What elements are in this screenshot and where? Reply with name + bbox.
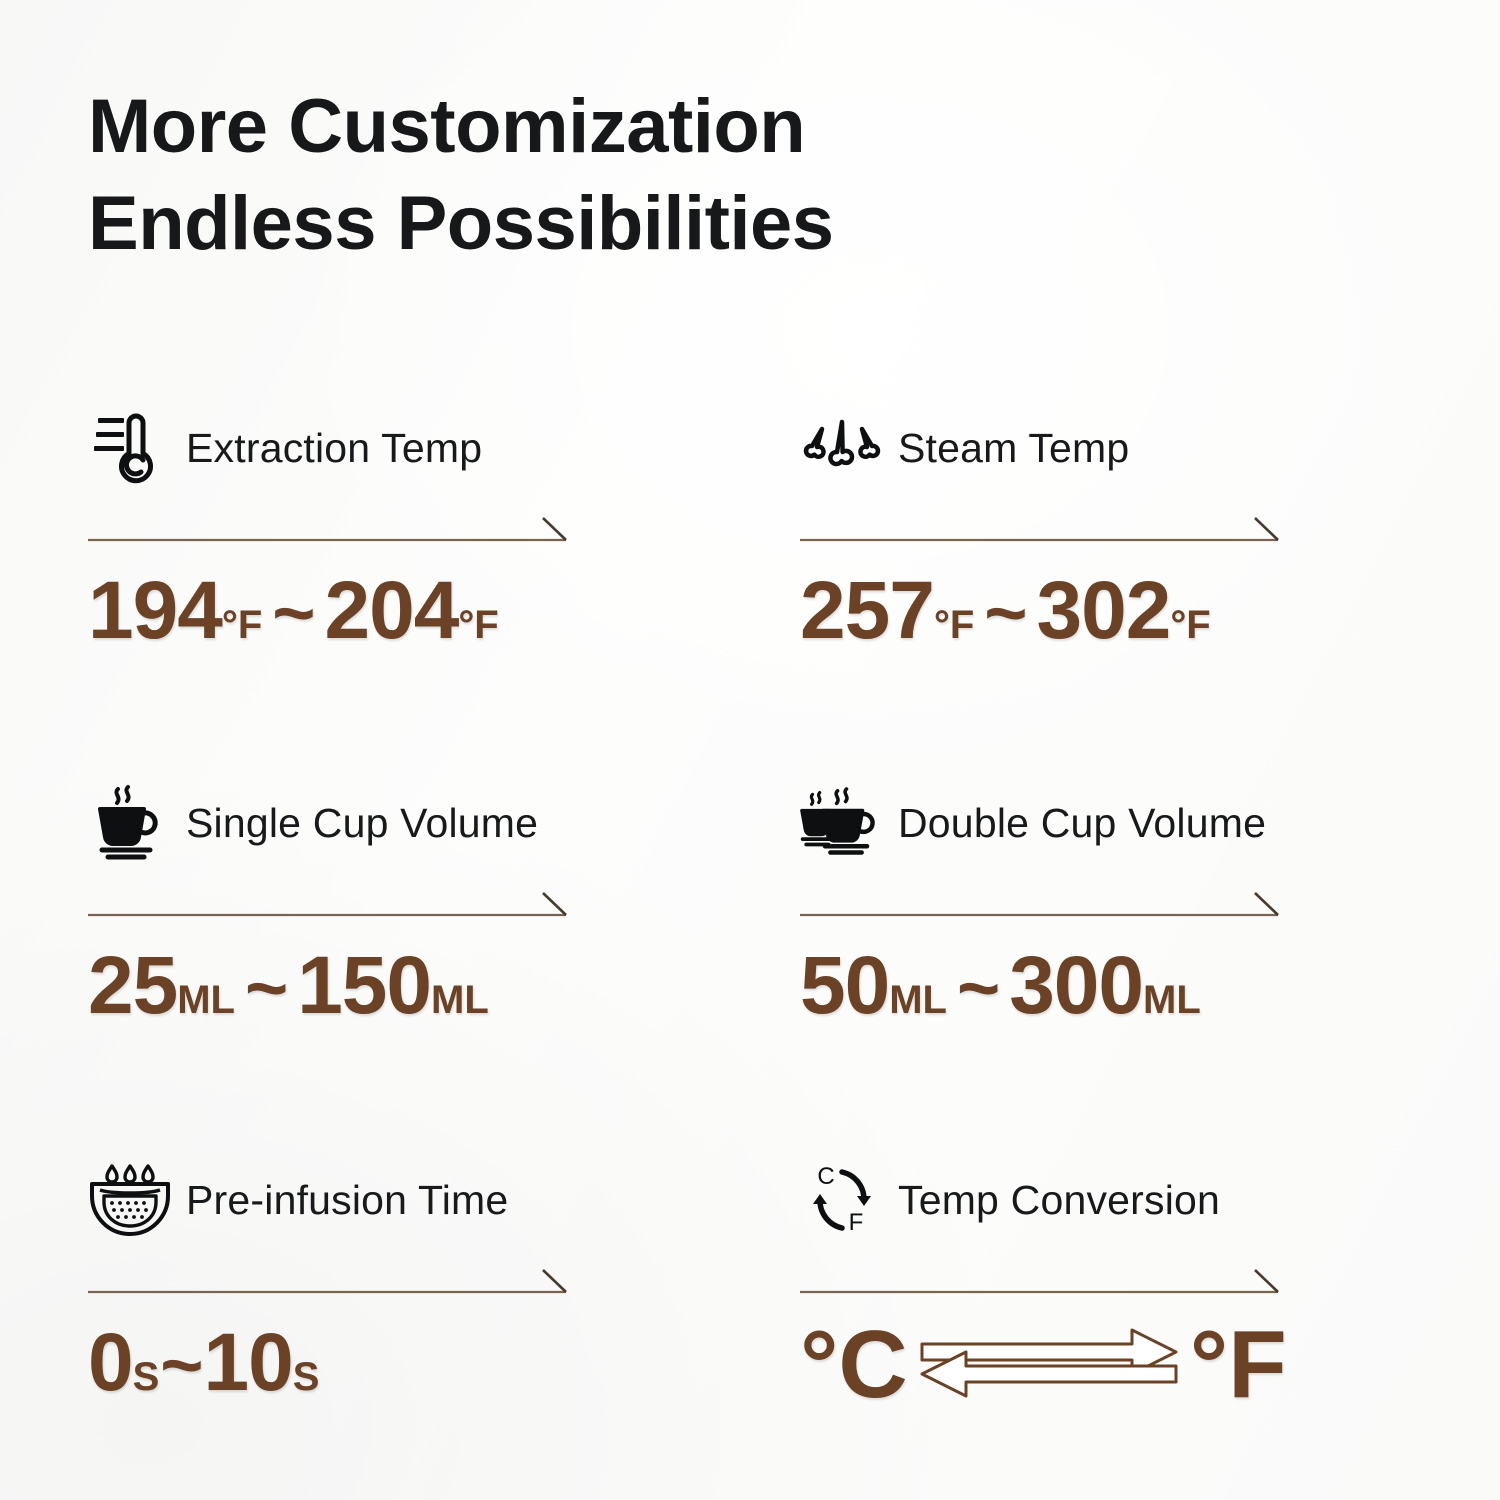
page-title-line-1: More Customization [88,84,806,169]
value-min: 194 [88,565,223,656]
feature-value: 194°F ~204°F [88,570,578,652]
value-max: 302 [1036,565,1171,656]
temp-conversion-cycle-icon: C F [800,1158,884,1242]
value-min: 0 [88,1317,134,1408]
feature-header: Pre-infusion Time [88,1157,578,1243]
steam-icon [800,406,884,490]
value-max: 300 [1009,940,1144,1031]
feature-header: Single Cup Volume [88,780,578,866]
value-min-unit: ML [177,978,235,1022]
feature-label: Pre-infusion Time [186,1176,509,1223]
divider-arrow [800,514,1280,548]
value-min-unit: S [132,1355,160,1399]
temp-conversion-value: °C °F [800,1314,1290,1415]
value-max-unit: S [292,1355,320,1399]
feature-value: 25ML ~150ML [88,945,578,1027]
value-min-unit: ML [889,978,947,1022]
divider-arrow [800,1266,1280,1300]
page-title: More Customization Endless Possibilities [88,78,1088,273]
feature-header: Steam Temp [800,405,1290,491]
value-max-unit: °F [458,603,499,647]
feature-value: 0S~10S [88,1322,578,1404]
value-max: 10 [203,1317,294,1408]
cycle-label-f: F [849,1209,864,1236]
thermometer-icon [88,406,172,490]
value-separator: ~ [244,946,288,1029]
value-min: 50 [800,940,890,1031]
value-min-unit: °F [933,603,975,647]
value-separator: ~ [956,946,1000,1029]
portafilter-basket-icon [88,1158,172,1242]
divider-arrow [800,889,1280,923]
feature-label: Extraction Temp [186,424,483,471]
value-max: 150 [297,940,432,1031]
value-max: 204 [324,565,459,656]
feature-value: 50ML ~300ML [800,945,1290,1027]
value-max-unit: ML [431,978,489,1022]
value-separator: ~ [272,571,315,654]
feature-value: 257°F ~302°F [800,570,1290,652]
feature-header: Double Cup Volume [800,780,1290,866]
double-cup-icon [800,781,884,865]
feature-temp-conversion: C F Temp Conversion °C [800,1157,1290,1415]
feature-label: Temp Conversion [898,1176,1221,1223]
page-title-line-2: Endless Possibilities [88,181,834,267]
feature-label: Double Cup Volume [898,799,1267,846]
value-min-unit: °F [221,603,263,647]
cycle-label-c: C [817,1163,834,1190]
value-max-unit: °F [1170,603,1211,647]
value-separator: ~ [984,571,1027,654]
feature-header: Extraction Temp [88,405,578,491]
feature-label: Steam Temp [898,424,1130,471]
feature-extraction-temp: Extraction Temp 194°F ~204°F [88,405,578,652]
single-cup-icon [88,781,172,865]
feature-single-cup-volume: Single Cup Volume 25ML ~150ML [88,780,578,1027]
divider-arrow [88,514,568,548]
feature-steam-temp: Steam Temp 257°F ~302°F [800,405,1290,652]
value-separator: ~ [160,1323,203,1406]
value-min: 257 [800,565,935,656]
feature-double-cup-volume: Double Cup Volume 50ML ~300ML [800,780,1290,1027]
feature-label: Single Cup Volume [186,799,539,846]
celsius-label: °C [800,1310,908,1418]
feature-pre-infusion-time: Pre-infusion Time 0S~10S [88,1157,578,1404]
divider-arrow [88,1266,568,1300]
divider-arrow [88,889,568,923]
feature-header: C F Temp Conversion [800,1157,1290,1243]
double-headed-arrow-icon [914,1314,1184,1415]
value-max-unit: ML [1143,978,1201,1022]
value-min: 25 [88,940,178,1031]
fahrenheit-label: °F [1189,1310,1287,1418]
